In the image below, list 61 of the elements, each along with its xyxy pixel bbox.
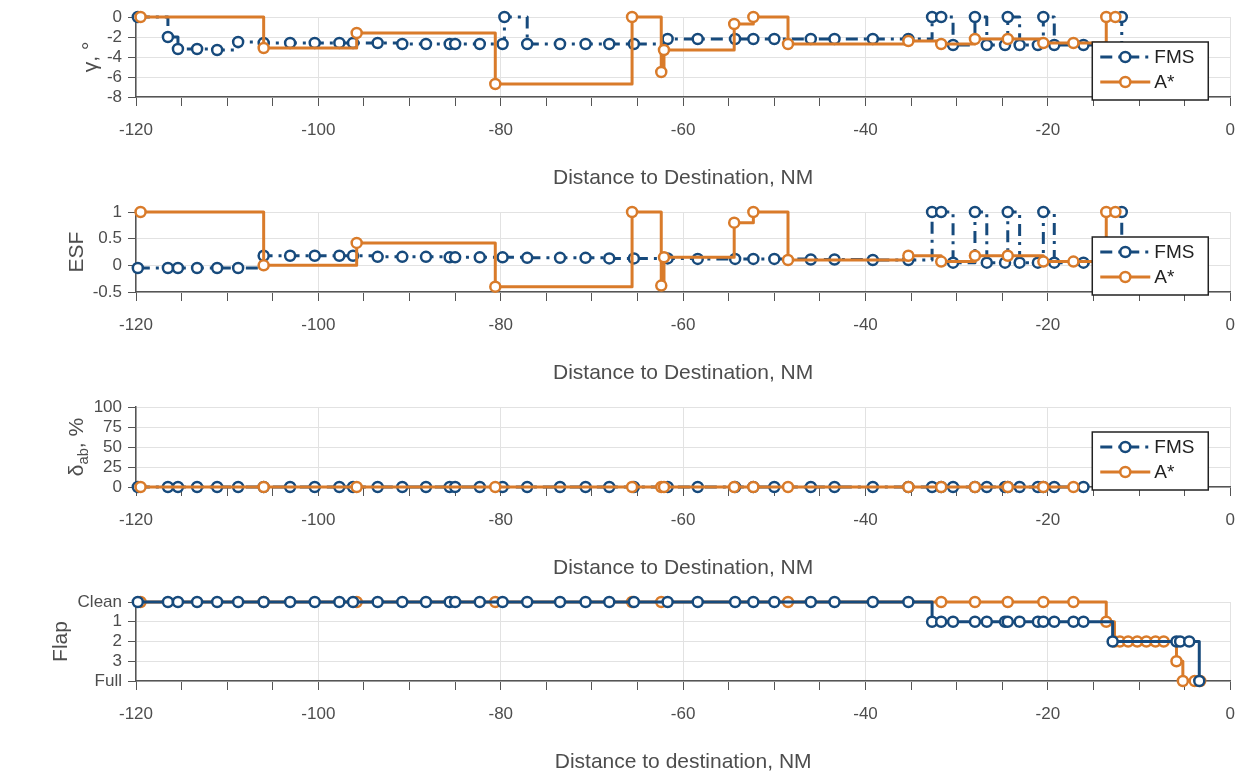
y-tick-label: Clean xyxy=(77,591,122,611)
y-tick-label: 1 xyxy=(112,201,122,221)
y-tick-label: 1 xyxy=(112,611,122,631)
x-tick-label: 0 xyxy=(1225,119,1236,139)
x-tick-label: -40 xyxy=(853,119,878,139)
y-tick-label: 75 xyxy=(103,416,122,436)
x-axis-title: Distance to destination, NM xyxy=(554,749,812,773)
legend-label: FMS xyxy=(1154,46,1195,68)
x-tick-label: -100 xyxy=(301,119,336,139)
x-tick-label: -20 xyxy=(1035,314,1061,334)
x-tick-label: -80 xyxy=(488,314,514,334)
x-tick-label: -80 xyxy=(488,703,514,723)
y-tick-label: -8 xyxy=(106,86,122,106)
y-axis-title: Flap xyxy=(48,621,72,662)
x-tick-label: 0 xyxy=(1225,703,1236,723)
x-tick-label: -60 xyxy=(670,314,696,334)
y-tick-label: -6 xyxy=(106,66,122,86)
y-tick-label: 3 xyxy=(112,650,122,670)
x-tick-label: 0 xyxy=(1225,314,1236,334)
y-tick-label: -4 xyxy=(106,46,122,66)
y-tick-label: 50 xyxy=(103,436,122,456)
y-tick-label: 25 xyxy=(103,456,122,476)
x-tick-label: 0 xyxy=(1225,509,1236,529)
y-tick-label: 0.5 xyxy=(98,228,122,248)
x-tick-label: -80 xyxy=(488,509,514,529)
x-tick-label: -60 xyxy=(670,119,696,139)
x-axis-title: Distance to Destination, NM xyxy=(553,165,814,189)
y-tick-label: 0 xyxy=(112,255,122,275)
x-tick-label: -60 xyxy=(670,703,696,723)
x-tick-label: -100 xyxy=(301,703,336,723)
x-tick-label: -80 xyxy=(488,119,514,139)
y-tick-label: 2 xyxy=(112,631,122,651)
x-axis-title: Distance to Destination, NM xyxy=(553,360,814,384)
y-axis-title: γ, ° xyxy=(77,41,101,73)
x-tick-label: -20 xyxy=(1035,703,1061,723)
y-axis-title: ESF xyxy=(63,231,87,273)
x-tick-label: -120 xyxy=(118,703,154,723)
x-tick-label: -40 xyxy=(853,314,878,334)
legend-label: FMS xyxy=(1154,436,1195,458)
x-tick-label: -120 xyxy=(118,119,154,139)
x-tick-label: -40 xyxy=(853,703,878,723)
y-tick-label: 0 xyxy=(112,6,122,26)
x-tick-label: -40 xyxy=(853,509,878,529)
y-tick-label: -2 xyxy=(106,26,122,46)
y-tick-label: Full xyxy=(94,670,122,690)
y-tick-label: 100 xyxy=(93,396,122,416)
legend-label: A* xyxy=(1154,71,1175,93)
x-tick-label: -100 xyxy=(301,509,336,529)
legend-label: A* xyxy=(1154,266,1175,288)
x-tick-label: -20 xyxy=(1035,119,1061,139)
y-axis-title: δab, % xyxy=(64,417,91,477)
y-tick-label: 0 xyxy=(112,476,122,496)
x-tick-label: -120 xyxy=(118,509,154,529)
x-axis-title: Distance to Destination, NM xyxy=(553,555,814,579)
legend-label: FMS xyxy=(1154,241,1195,263)
legend-label: A* xyxy=(1154,461,1175,483)
x-tick-label: -20 xyxy=(1035,509,1061,529)
x-tick-label: -100 xyxy=(301,314,336,334)
x-tick-label: -60 xyxy=(670,509,696,529)
y-tick-label: -0.5 xyxy=(92,281,122,301)
x-tick-label: -120 xyxy=(118,314,154,334)
